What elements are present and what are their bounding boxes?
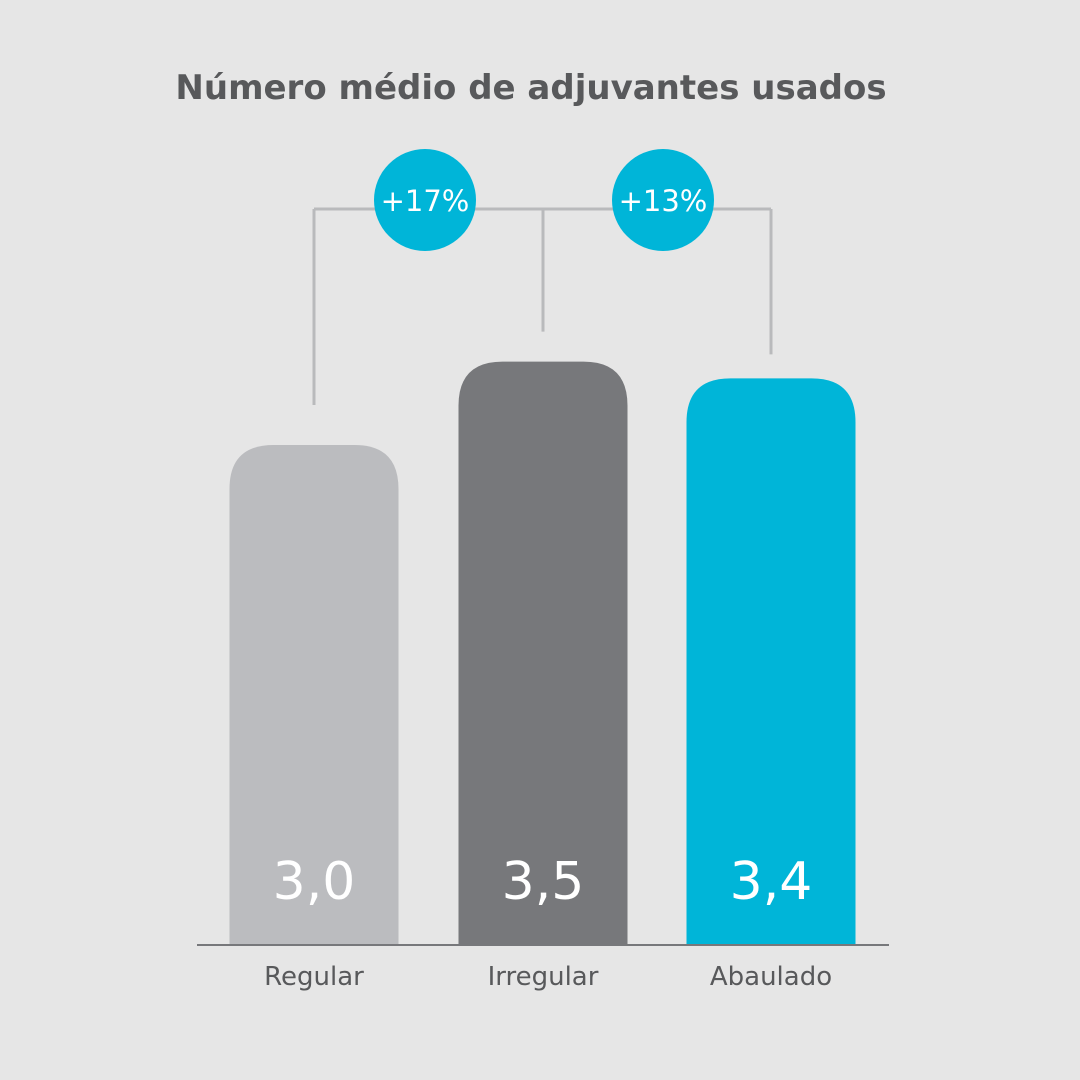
chart-title: Número médio de adjuvantes usados [175, 68, 886, 108]
category-label: Irregular [488, 962, 599, 992]
comparison-badge [612, 149, 714, 251]
category-labels: Regular Irregular Abaulado [264, 962, 832, 992]
bar-regular [229, 445, 399, 945]
category-label: Abaulado [710, 962, 832, 992]
category-label: Regular [264, 962, 364, 992]
bar-abaulado [686, 378, 856, 945]
value-label: 3,0 [273, 852, 356, 912]
comparison-badge [374, 149, 476, 251]
value-label: 3,5 [502, 852, 585, 912]
comparison-label: +13% [619, 184, 708, 218]
bars-group: 3,0 3,5 3,4 [229, 361, 856, 946]
comparison-badges: +17% +13% [374, 149, 714, 251]
comparison-label: +17% [381, 184, 470, 218]
bar-irregular [458, 361, 628, 946]
value-label: 3,4 [730, 852, 813, 912]
